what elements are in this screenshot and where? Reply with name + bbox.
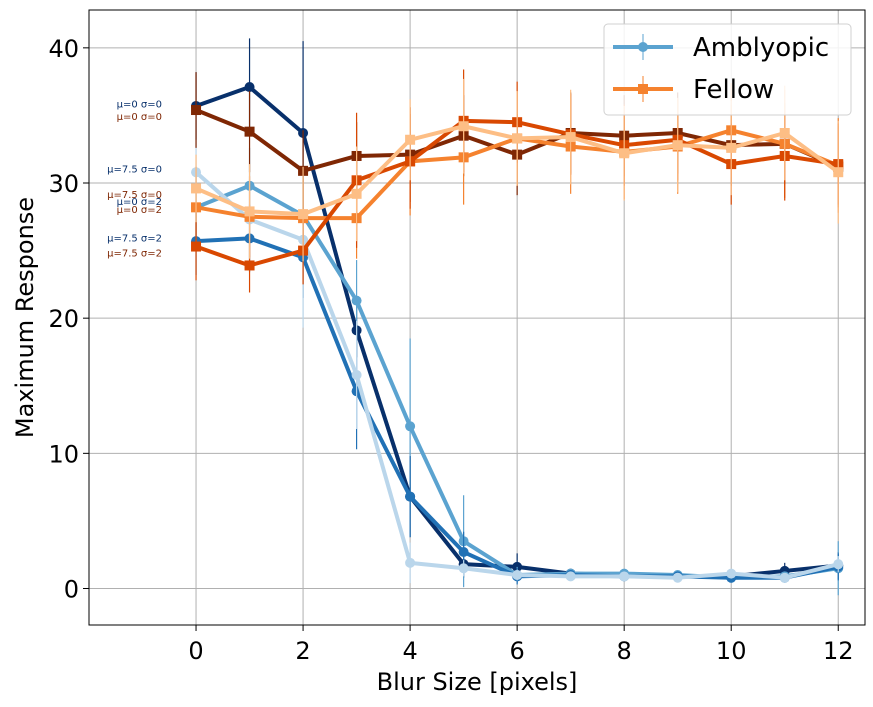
y-tick-label: 0 bbox=[64, 576, 79, 604]
data-point bbox=[405, 557, 416, 568]
plot-frame bbox=[88, 9, 866, 626]
data-point bbox=[833, 167, 844, 178]
axis-ticks: 0 2 4 6 8 10 12 0 10 20 30 40 bbox=[48, 35, 853, 665]
x-tick-label: 2 bbox=[295, 637, 310, 665]
data-point bbox=[191, 241, 202, 252]
annotation-label: μ=7.5 σ=2 bbox=[107, 248, 162, 259]
data-point bbox=[458, 547, 469, 558]
data-point bbox=[619, 148, 630, 159]
data-point bbox=[191, 105, 202, 116]
x-tick-label: 12 bbox=[823, 637, 854, 665]
annotation-label: μ=0 σ=0 bbox=[117, 112, 162, 123]
x-tick-label: 6 bbox=[509, 637, 524, 665]
legend: Amblyopic Fellow bbox=[603, 23, 852, 116]
data-point bbox=[351, 369, 362, 380]
data-point bbox=[244, 82, 255, 93]
data-point bbox=[512, 133, 523, 144]
data-point bbox=[244, 260, 255, 271]
annotation-label: μ=7.5 σ=0 bbox=[107, 190, 162, 201]
annotation-label: μ=0 σ=2 bbox=[117, 197, 162, 208]
data-point bbox=[244, 126, 255, 137]
annotation-label: μ=0 σ=2 bbox=[117, 205, 162, 216]
y-tick-label: 10 bbox=[48, 440, 79, 468]
annotations: μ=0 σ=0μ=0 σ=0μ=7.5 σ=0μ=7.5 σ=0μ=0 σ=2μ… bbox=[107, 100, 162, 260]
x-tick-label: 10 bbox=[716, 637, 747, 665]
annotation-label: μ=7.5 σ=0 bbox=[107, 164, 162, 175]
data-point bbox=[458, 563, 469, 574]
data-point bbox=[405, 421, 416, 432]
data-point bbox=[405, 134, 416, 145]
data-point bbox=[565, 571, 576, 582]
legend-marker-amblyopic bbox=[638, 42, 648, 52]
y-tick-label: 40 bbox=[48, 35, 79, 63]
legend-label-fellow: Fellow bbox=[693, 75, 774, 105]
x-tick-label: 0 bbox=[188, 637, 203, 665]
y-axis-label: Maximum Response bbox=[11, 197, 39, 438]
data-point bbox=[405, 491, 416, 502]
legend-marker-fellow bbox=[638, 84, 648, 94]
x-tick-label: 4 bbox=[402, 637, 417, 665]
data-point bbox=[672, 572, 683, 583]
data-point bbox=[191, 183, 202, 194]
annotation-label: μ=0 σ=0 bbox=[117, 100, 162, 111]
data-point bbox=[779, 572, 790, 583]
y-tick-label: 20 bbox=[48, 305, 79, 333]
data-point bbox=[726, 568, 737, 579]
data-point bbox=[512, 569, 523, 580]
series-layer bbox=[191, 38, 844, 596]
data-point bbox=[565, 132, 576, 143]
data-point bbox=[298, 209, 309, 220]
y-tick-label: 30 bbox=[48, 170, 79, 198]
data-point bbox=[619, 571, 630, 582]
data-point bbox=[458, 121, 469, 132]
data-point bbox=[779, 128, 790, 138]
legend-label-amblyopic: Amblyopic bbox=[693, 33, 829, 63]
data-point bbox=[672, 140, 683, 151]
data-point bbox=[833, 559, 844, 570]
annotation-label: μ=7.5 σ=2 bbox=[107, 233, 162, 244]
x-tick-label: 8 bbox=[617, 637, 632, 665]
data-point bbox=[726, 142, 737, 153]
x-axis-label: Blur Size [pixels] bbox=[377, 668, 578, 696]
data-point bbox=[244, 206, 255, 217]
data-point bbox=[351, 188, 362, 199]
data-point bbox=[351, 295, 362, 306]
